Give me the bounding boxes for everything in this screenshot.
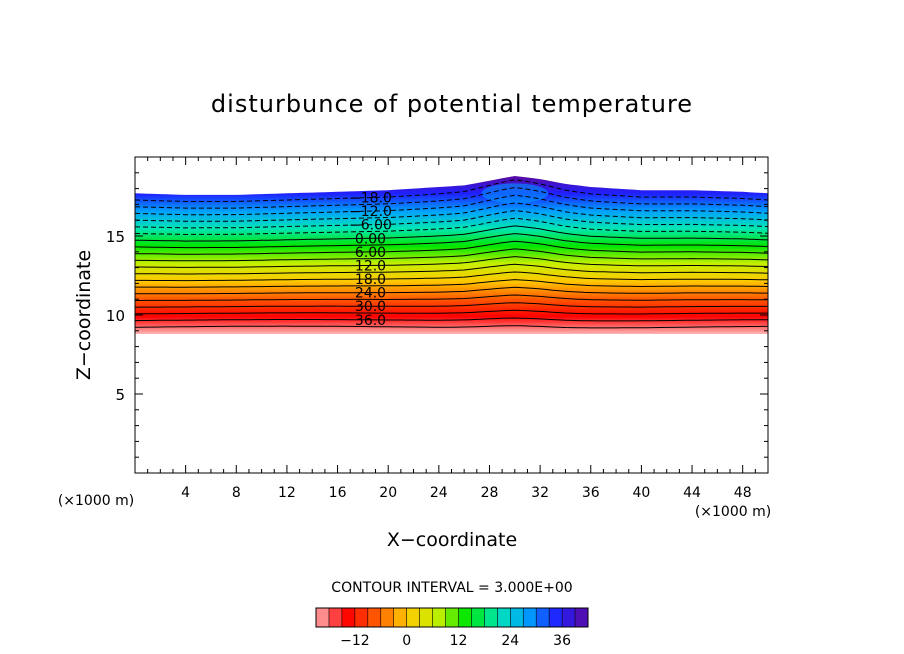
colorbar-tick-label: 12	[450, 633, 468, 649]
field-color-fill	[135, 176, 768, 334]
contour-line	[135, 325, 768, 329]
contour-line	[135, 263, 768, 275]
colorbar-tick-label: 0	[402, 633, 411, 649]
contour-line	[135, 240, 768, 255]
colorbar-segment	[341, 608, 356, 627]
contour-line	[135, 271, 768, 282]
contour-line	[135, 233, 768, 249]
contour-label: 0.00	[355, 231, 386, 247]
temperature-field	[135, 176, 768, 334]
colorbar-segment	[458, 608, 472, 627]
contour-interval-label: CONTOUR INTERVAL = 3.000E+00	[331, 580, 572, 596]
x-tick-label: 4	[181, 485, 190, 501]
colorbar-segment	[445, 608, 459, 627]
contour-line	[135, 248, 768, 262]
colorbar-tick-label: −12	[340, 633, 370, 649]
x-tick-label: 16	[329, 485, 347, 501]
x-tick-label: 44	[683, 485, 701, 501]
chart-title: disturbunce of potential temperature	[211, 90, 693, 118]
y-tick-label: 5	[115, 386, 125, 404]
colorbar-segment	[393, 608, 407, 627]
contour-line-negative	[135, 194, 768, 216]
colorbar-frame	[315, 607, 589, 628]
contour-label: −12.0	[349, 204, 392, 220]
bump-highlight	[481, 183, 549, 204]
axis-ticks	[135, 157, 768, 473]
colorbar-tick-labels: −12 0 12 24 36	[340, 633, 571, 649]
contour-label: 18.0	[355, 272, 386, 288]
contour-line-negative	[135, 202, 768, 222]
contour-line	[135, 302, 768, 308]
contour-line	[135, 317, 768, 322]
x-tick-labels: 4 8 12 16 20 24 28 32 36 40 44 48	[181, 485, 751, 501]
contour-label: 12.0	[355, 259, 386, 275]
colorbar-segment	[419, 608, 433, 627]
contour-line	[135, 309, 768, 315]
x-axis-label: X−coordinate	[387, 529, 517, 551]
y-tick-label: 15	[106, 228, 125, 246]
contour-line-negative	[135, 217, 768, 236]
colorbar-segment	[497, 608, 511, 627]
colorbar	[315, 607, 589, 628]
x-tick-label: 28	[481, 485, 499, 501]
x-tick-label: 8	[232, 485, 241, 501]
colorbar-tick-label: 24	[501, 633, 519, 649]
contour-labels: −18.0 −12.0 −6.00 0.00 6.00 12.0 18.0 24…	[349, 191, 392, 329]
contour-lines	[135, 179, 768, 329]
x-tick-label: 48	[734, 485, 752, 501]
x-tick-label: 12	[278, 485, 296, 501]
colorbar-segment	[510, 608, 524, 627]
colorbar-segment	[328, 608, 343, 627]
colorbar-segment	[575, 608, 589, 627]
colorbar-segment	[549, 608, 563, 627]
x-tick-label: 36	[582, 485, 600, 501]
colorbar-segment	[432, 608, 446, 627]
contour-label: 6.00	[355, 245, 386, 261]
x-tick-label: 40	[632, 485, 650, 501]
colorbar-segment	[471, 608, 485, 627]
colorbar-segment	[536, 608, 550, 627]
contour-label: 24.0	[355, 286, 386, 302]
colorbar-segment	[380, 608, 395, 627]
contour-line	[135, 279, 768, 288]
x-tick-label: 32	[531, 485, 549, 501]
y-axis-label: Z−coordinate	[73, 250, 95, 380]
contour-line-negative	[135, 210, 768, 229]
contour-label: −18.0	[349, 191, 392, 207]
colorbar-segment	[354, 608, 369, 627]
contour-line-negative	[135, 186, 768, 209]
x-tick-label: 20	[379, 485, 397, 501]
contour-line	[135, 286, 768, 295]
colorbar-segment	[367, 608, 382, 627]
x-unit-label: (×1000 m)	[695, 504, 771, 520]
colorbar-segment	[562, 608, 576, 627]
y-tick-labels: 5 10 15	[106, 228, 125, 404]
contour-line	[135, 294, 768, 301]
contour-line-negative	[135, 179, 768, 202]
colorbar-tick-label: 36	[553, 633, 571, 649]
colorbar-segment	[406, 608, 420, 627]
contour-line	[135, 225, 768, 242]
contour-line	[135, 256, 768, 268]
y-unit-label: (×1000 m)	[58, 493, 134, 509]
contour-label: 30.0	[355, 299, 386, 315]
colorbar-segment	[316, 608, 330, 627]
colorbar-segment	[523, 608, 537, 627]
contour-label: 36.0	[355, 313, 386, 329]
contour-label: −6.00	[349, 218, 392, 234]
x-tick-label: 24	[430, 485, 448, 501]
y-tick-label: 10	[106, 307, 125, 325]
colorbar-segment	[484, 608, 498, 627]
